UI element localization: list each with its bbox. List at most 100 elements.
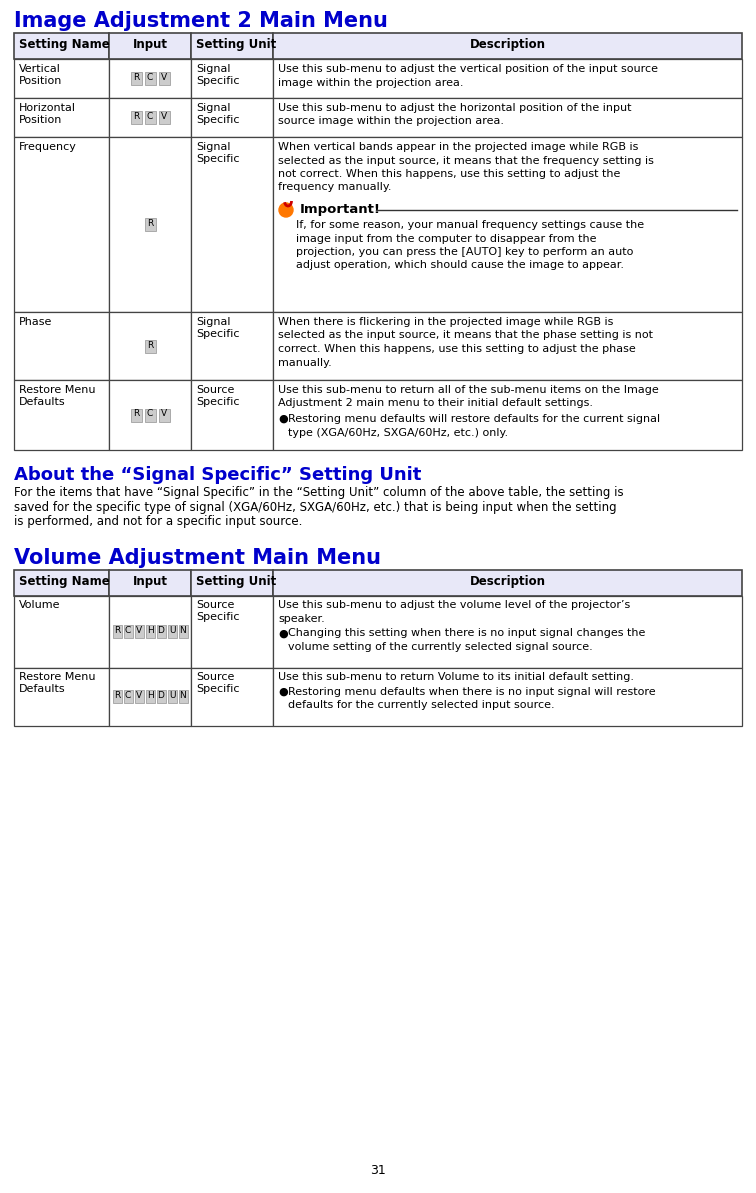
Text: 31: 31 [370, 1164, 386, 1177]
Bar [113, 690, 122, 703]
Text: V: V [161, 112, 167, 120]
Bar [109, 33, 191, 58]
Text: ●: ● [278, 687, 288, 697]
Text: frequency manually.: frequency manually. [278, 183, 392, 192]
Bar [191, 595, 273, 668]
Text: C: C [125, 691, 131, 700]
Text: N: N [180, 691, 187, 700]
Bar [144, 72, 156, 85]
Bar [156, 690, 166, 703]
Text: R: R [114, 691, 120, 700]
Text: Source
Specific: Source Specific [196, 673, 240, 694]
Text: adjust operation, which should cause the image to appear.: adjust operation, which should cause the… [296, 260, 624, 271]
Bar [135, 690, 144, 703]
Text: Restoring menu defaults when there is no input signal will restore: Restoring menu defaults when there is no… [288, 687, 655, 697]
Text: V: V [161, 73, 167, 82]
Text: R: R [147, 340, 153, 350]
Text: speaker.: speaker. [278, 614, 325, 624]
Bar [14, 381, 109, 450]
Bar [131, 111, 141, 124]
Bar [156, 625, 166, 638]
Text: source image within the projection area.: source image within the projection area. [278, 117, 504, 126]
Bar [14, 668, 109, 725]
Bar [273, 381, 742, 450]
Text: saved for the specific type of signal (XGA/60Hz, SXGA/60Hz, etc.) that is being : saved for the specific type of signal (X… [14, 501, 617, 513]
Text: Restoring menu defaults will restore defaults for the current signal: Restoring menu defaults will restore def… [288, 414, 660, 424]
Bar [131, 72, 141, 85]
Bar [109, 98, 191, 137]
Text: Setting Name: Setting Name [19, 575, 110, 587]
Text: If, for some reason, your manual frequency settings cause the: If, for some reason, your manual frequen… [296, 220, 644, 230]
Text: Input: Input [132, 575, 168, 587]
Bar [14, 137, 109, 313]
Text: Signal
Specific: Signal Specific [196, 142, 240, 163]
Text: volume setting of the currently selected signal source.: volume setting of the currently selected… [288, 642, 593, 653]
Bar [191, 668, 273, 725]
Text: image within the projection area.: image within the projection area. [278, 78, 463, 87]
Bar [14, 569, 109, 595]
Text: R: R [147, 220, 153, 228]
Text: Use this sub-menu to adjust the volume level of the projector’s: Use this sub-menu to adjust the volume l… [278, 600, 631, 611]
Circle shape [279, 203, 293, 217]
Text: U: U [169, 626, 175, 635]
Text: is performed, and not for a specific input source.: is performed, and not for a specific inp… [14, 515, 302, 528]
Text: Signal
Specific: Signal Specific [196, 103, 240, 124]
Text: R: R [114, 626, 120, 635]
Text: not correct. When this happens, use this setting to adjust the: not correct. When this happens, use this… [278, 169, 621, 179]
Text: Description: Description [469, 38, 546, 51]
Bar [145, 625, 154, 638]
Bar [109, 595, 191, 668]
Bar [191, 98, 273, 137]
Text: D: D [157, 691, 165, 700]
Text: U: U [169, 691, 175, 700]
Bar [109, 137, 191, 313]
Bar [273, 569, 742, 595]
Text: ●: ● [278, 629, 288, 638]
Text: C: C [147, 112, 153, 120]
Text: R: R [133, 73, 139, 82]
Bar [123, 690, 132, 703]
Bar [14, 595, 109, 668]
Bar [14, 58, 109, 98]
Text: V: V [136, 626, 142, 635]
Text: Source
Specific: Source Specific [196, 385, 240, 407]
Text: ●: ● [278, 414, 288, 424]
Text: Use this sub-menu to return Volume to its initial default setting.: Use this sub-menu to return Volume to it… [278, 673, 634, 682]
Text: Signal
Specific: Signal Specific [196, 317, 240, 339]
Bar [191, 33, 273, 58]
Text: C: C [147, 73, 153, 82]
Bar [191, 137, 273, 313]
Text: H: H [147, 691, 153, 700]
Text: Setting Unit: Setting Unit [196, 575, 276, 587]
Text: Changing this setting when there is no input signal changes the: Changing this setting when there is no i… [288, 629, 646, 638]
Bar [159, 111, 169, 124]
Bar [273, 313, 742, 381]
Text: R: R [133, 112, 139, 120]
Bar [168, 690, 176, 703]
Bar [131, 408, 141, 421]
Bar [273, 595, 742, 668]
Bar [135, 625, 144, 638]
Bar [109, 569, 191, 595]
Bar [109, 58, 191, 98]
Text: Input: Input [132, 38, 168, 51]
Text: Signal
Specific: Signal Specific [196, 64, 240, 86]
Bar [109, 313, 191, 381]
Bar [273, 33, 742, 58]
Text: Image Adjustment 2 Main Menu: Image Adjustment 2 Main Menu [14, 11, 388, 31]
Text: D: D [157, 626, 165, 635]
Text: For the items that have “Signal Specific” in the “Setting Unit” column of the ab: For the items that have “Signal Specific… [14, 486, 624, 499]
Text: defaults for the currently selected input source.: defaults for the currently selected inpu… [288, 700, 555, 711]
Text: Use this sub-menu to return all of the sub-menu items on the Image: Use this sub-menu to return all of the s… [278, 385, 658, 395]
Bar [113, 625, 122, 638]
Text: Restore Menu
Defaults: Restore Menu Defaults [19, 673, 95, 694]
Text: Volume: Volume [19, 600, 60, 611]
Text: H: H [147, 626, 153, 635]
Bar [273, 137, 742, 313]
Text: N: N [180, 626, 187, 635]
Bar [273, 98, 742, 137]
Bar [14, 33, 109, 58]
Text: selected as the input source, it means that the frequency setting is: selected as the input source, it means t… [278, 155, 654, 166]
Text: V: V [161, 409, 167, 419]
Bar [178, 690, 187, 703]
